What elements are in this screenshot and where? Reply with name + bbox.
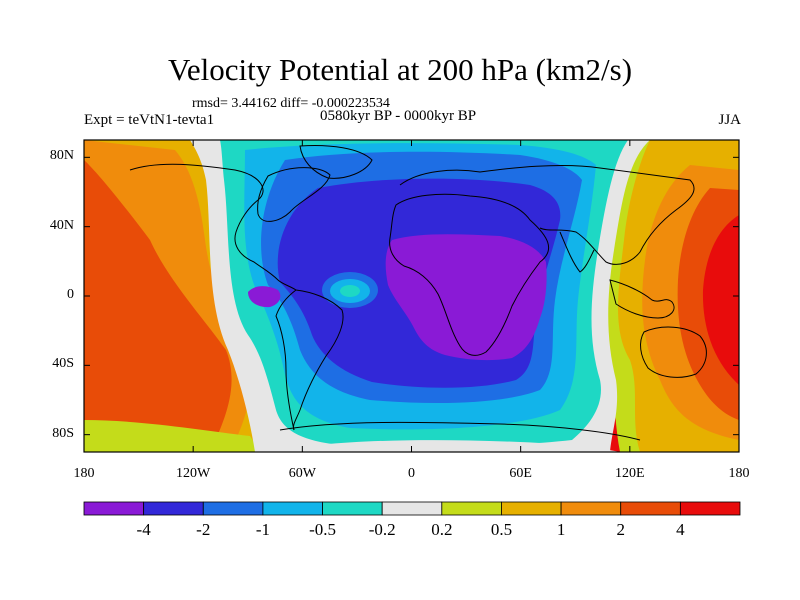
- colorbar-tick-label: -2: [196, 520, 211, 539]
- maritime-continent: [609, 279, 675, 319]
- colorbar-tick-label: 1: [556, 520, 566, 539]
- antarctic-neutral: [270, 440, 620, 452]
- colorbar-tick-label: 4: [676, 520, 685, 539]
- south-america-coast: [293, 289, 344, 431]
- colorbar-swatch: [620, 501, 681, 516]
- colorbar-tick-label: 2: [616, 520, 625, 539]
- coastlines: [129, 145, 707, 441]
- atlantic-anomaly-02: [340, 285, 360, 297]
- lon-tick-label: 180: [728, 466, 750, 481]
- band-west-1: [84, 140, 284, 452]
- antarctica-coast: [279, 421, 641, 441]
- experiment-label: Expt = teVtN1-tevta1: [84, 112, 215, 128]
- colorbar-swatch: [143, 501, 204, 516]
- lon-tick-label: 0: [408, 466, 415, 481]
- lon-tick-label: 180: [73, 466, 95, 481]
- lat-tick-label: 80S: [52, 425, 74, 441]
- lon-tick-label: 60W: [288, 466, 316, 481]
- colorbar-swatch: [202, 501, 264, 516]
- south-america-west-coast: [275, 289, 297, 431]
- lon-tick-label: 120W: [176, 466, 211, 481]
- band-neg-4-pacific: [248, 286, 281, 308]
- lat-tick-label: 40N: [49, 217, 74, 233]
- australia-coast: [640, 326, 707, 378]
- africa-coast: [389, 193, 550, 356]
- lon-tick-label: 60E: [509, 466, 532, 481]
- lat-tick-label: 40S: [52, 356, 74, 372]
- colorbar-swatch: [262, 501, 323, 516]
- colorbar-tick-label: -0.2: [368, 520, 396, 539]
- lat-tick-label: 80N: [49, 148, 74, 164]
- colorbar-tick-label: 0.5: [490, 520, 513, 539]
- greenland: [299, 145, 373, 179]
- band-west-2: [84, 155, 278, 452]
- band-south-west-02: [84, 420, 260, 452]
- band-east-4: [702, 215, 739, 385]
- axis-ticks: [83, 140, 740, 452]
- colorbar-swatch: [679, 501, 741, 516]
- colorbar-swatch: [501, 501, 562, 516]
- eurasia-coast: [399, 164, 695, 265]
- lat-tick-label: 0: [67, 287, 74, 302]
- colorbar-tick-label: 0.2: [431, 520, 453, 539]
- plot-title: Velocity Potential at 200 hPa (km2/s): [167, 52, 633, 87]
- colorbar-tick-label: -1: [255, 520, 270, 539]
- band-neg-4-africa: [385, 234, 547, 361]
- colorbar-tick-label: -4: [136, 520, 151, 539]
- colorbar: [83, 501, 741, 516]
- colorbar-tick-label: -0.5: [309, 520, 336, 539]
- colorbar-swatch: [560, 501, 622, 516]
- rmsd-diff-stats: rmsd= 3.44162 diff= -0.000223534: [192, 96, 390, 111]
- colorbar-swatch: [441, 501, 502, 516]
- contour-field: [84, 140, 739, 452]
- lon-tick-label: 120E: [615, 466, 645, 481]
- season-label: JJA: [718, 112, 741, 128]
- time-period-label: 0580kyr BP - 0000kyr BP: [320, 108, 477, 124]
- hudson-bay-region: [257, 167, 331, 222]
- india-coast: [559, 231, 595, 273]
- north-america-coast: [129, 163, 297, 291]
- colorbar-swatch: [83, 501, 145, 516]
- colorbar-swatch: [322, 501, 383, 516]
- colorbar-swatch: [381, 501, 443, 516]
